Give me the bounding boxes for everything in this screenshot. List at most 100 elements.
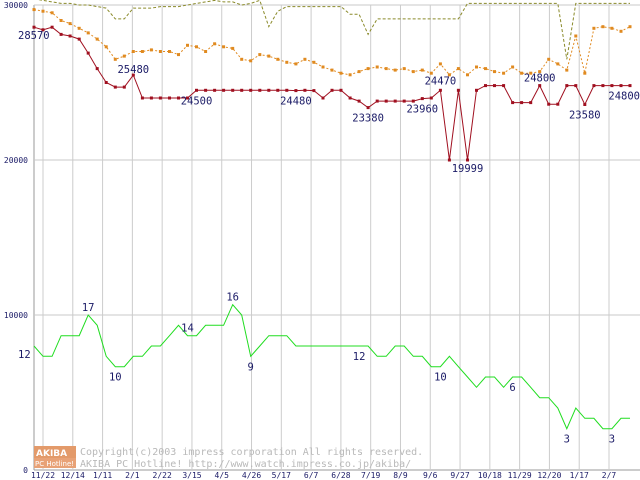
watermark-badge-top — [34, 446, 76, 458]
data-label-shops: 10 — [109, 372, 122, 384]
series-line-max_price — [37, 0, 630, 60]
data-label-shops: 10 — [434, 372, 447, 384]
data-point-min_price — [339, 88, 343, 92]
data-point-avg_price — [565, 68, 569, 72]
data-point-avg_price — [168, 50, 171, 53]
data-point-min_price — [502, 84, 506, 88]
data-point-min_price — [285, 88, 289, 92]
data-point-avg_price — [438, 62, 442, 66]
x-tick-label: 12/20 — [537, 471, 561, 480]
data-point-avg_price — [312, 60, 316, 64]
data-point-min_price — [456, 88, 460, 92]
data-point-avg_price — [502, 71, 506, 75]
data-point-min_price — [493, 84, 496, 88]
data-point-avg_price — [628, 25, 632, 29]
data-label-min_price: 25480 — [117, 64, 149, 76]
data-point-min_price — [140, 96, 144, 100]
data-point-min_price — [59, 32, 63, 36]
data-point-min_price — [321, 96, 325, 100]
data-point-min_price — [50, 25, 54, 29]
data-point-min_price — [429, 96, 433, 100]
data-point-avg_price — [339, 71, 343, 75]
data-point-avg_price — [104, 45, 108, 49]
data-point-avg_price — [285, 60, 289, 64]
data-point-min_price — [520, 101, 524, 105]
data-point-min_price — [204, 88, 208, 92]
data-point-min_price — [402, 99, 406, 103]
data-point-min_price — [574, 84, 578, 88]
x-tick-label: 7/19 — [361, 471, 380, 480]
data-point-min_price — [131, 73, 135, 77]
data-point-min_price — [222, 88, 226, 92]
data-point-avg_price — [574, 34, 578, 38]
x-tick-label: 9/27 — [450, 471, 469, 480]
data-point-min_price — [529, 101, 533, 105]
data-point-avg_price — [77, 26, 81, 30]
data-point-avg_price — [204, 50, 208, 53]
data-point-min_price — [177, 96, 180, 100]
data-point-avg_price — [393, 68, 397, 72]
data-point-min_price — [420, 97, 424, 101]
x-tick-label: 2/1 — [125, 471, 140, 480]
data-point-avg_price — [249, 59, 253, 63]
watermark-badge-bottom — [34, 458, 76, 468]
data-point-avg_price — [330, 68, 334, 72]
data-label-shops: 3 — [609, 434, 615, 446]
copyright-watermark: AKIBA PC Hotline! Copyright(c)2003 impre… — [34, 446, 423, 470]
data-point-avg_price — [547, 57, 551, 61]
data-point-avg_price — [529, 71, 533, 75]
data-point-avg_price — [294, 62, 298, 66]
data-point-avg_price — [32, 8, 36, 12]
x-tick-label: 1/17 — [570, 471, 589, 480]
data-point-min_price — [583, 103, 587, 106]
watermark-badge-text-bottom: PC Hotline! — [35, 460, 74, 468]
data-point-avg_price — [86, 31, 90, 35]
data-point-min_price — [628, 84, 632, 88]
data-point-min_price — [149, 96, 153, 100]
x-tick-label: 12/14 — [61, 471, 85, 480]
series-line-min_price — [33, 26, 630, 161]
data-point-avg_price — [556, 62, 560, 66]
data-point-avg_price — [357, 70, 361, 74]
data-point-min_price — [330, 88, 334, 92]
data-point-min_price — [393, 99, 397, 103]
data-point-avg_price — [59, 19, 63, 22]
data-point-avg_price — [258, 53, 262, 57]
data-label-min_price: 24800 — [524, 73, 556, 85]
data-point-min_price — [168, 96, 171, 100]
data-point-min_price — [384, 99, 388, 103]
data-label-shops: 12 — [18, 349, 31, 361]
data-point-avg_price — [321, 65, 325, 69]
data-point-min_price — [86, 51, 90, 55]
data-point-avg_price — [375, 65, 379, 69]
watermark-badge-text-top: AKIBA — [36, 449, 67, 459]
data-point-min_price — [77, 37, 81, 41]
data-point-min_price — [104, 81, 108, 84]
data-point-avg_price — [95, 37, 99, 41]
data-point-avg_price — [240, 57, 244, 61]
data-point-avg_price — [348, 73, 352, 77]
data-label-min_price: 24470 — [425, 75, 457, 87]
data-point-min_price — [610, 84, 614, 88]
data-point-avg_price — [131, 50, 135, 53]
data-point-min_price — [375, 99, 379, 103]
data-label-shops: 14 — [181, 323, 194, 335]
y-tick-label: 30000 — [4, 1, 28, 10]
data-point-avg_price — [384, 67, 388, 71]
data-point-avg_price — [186, 43, 189, 47]
data-label-min_price: 23580 — [569, 110, 601, 122]
data-point-min_price — [32, 25, 36, 29]
x-tick-label: 8/9 — [393, 471, 408, 480]
data-label-min_price: 24800 — [608, 91, 640, 103]
x-tick-label: 4/5 — [215, 471, 230, 480]
series-line-shops — [33, 303, 630, 430]
data-label-min_price: 23960 — [406, 104, 438, 116]
data-point-min_price — [547, 102, 551, 106]
data-point-avg_price — [68, 22, 72, 26]
data-point-avg_price — [420, 68, 424, 72]
data-point-avg_price — [610, 26, 614, 30]
data-point-min_price — [231, 88, 235, 92]
watermark-copyright-line: Copyright(c)2003 impress corporation All… — [80, 447, 423, 458]
data-label-min_price: 23380 — [352, 113, 384, 125]
